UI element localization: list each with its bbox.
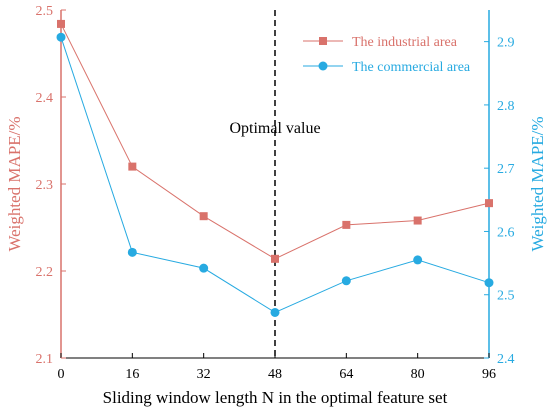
y-left-tick-label: 2.4 [36,91,54,106]
y-axis-right-ticks: 2.4 2.5 2.6 2.7 2.8 2.9 [484,36,515,367]
y-left-tick-label: 2.1 [36,352,54,367]
data-point-circle [127,247,137,257]
x-axis-ticks: 0 16 32 48 64 80 96 [58,353,496,382]
x-tick-label: 0 [58,367,65,382]
data-point-circle [199,263,209,273]
x-tick-label: 32 [197,367,211,382]
legend-label: The commercial area [352,60,471,75]
y-axis-right-label: Weighted MAPE/% [528,116,547,251]
x-tick-label: 64 [339,367,353,382]
data-point-square [271,254,279,263]
y-right-tick-label: 2.4 [497,352,515,367]
x-axis-label: Sliding window length N in the optimal f… [103,388,448,407]
y-right-tick-label: 2.8 [497,99,515,114]
x-tick-label: 48 [268,367,282,382]
data-point-circle [56,32,66,42]
data-point-square [128,162,137,171]
y-axis-left-ticks: 2.1 2.2 2.3 2.4 2.5 [36,4,66,367]
series-layer [56,19,494,317]
optimal-value-label: Optimal value [229,120,320,137]
data-point-circle [270,307,280,317]
data-point-circle [341,276,351,286]
x-tick-label: 96 [482,367,496,382]
y-right-tick-label: 2.7 [497,162,515,177]
y-right-tick-label: 2.9 [497,36,515,51]
data-point-square [57,19,65,28]
data-point-square [413,216,422,225]
legend: The industrial area The commercial area [303,35,471,75]
data-point-circle [484,278,494,288]
x-tick-label: 80 [411,367,425,382]
legend-label: The industrial area [352,35,458,50]
data-point-circle [413,255,423,265]
y-right-tick-label: 2.5 [497,289,515,304]
legend-marker-circle [318,61,328,71]
y-right-tick-label: 2.6 [497,225,515,240]
y-left-tick-label: 2.5 [36,4,54,19]
legend-marker-square [319,37,327,45]
y-left-tick-label: 2.2 [36,265,54,280]
y-axis-left-label: Weighted MAPE/% [5,116,24,251]
data-point-square [199,212,208,221]
y-left-tick-label: 2.3 [36,178,54,193]
data-point-square [342,220,351,229]
data-point-square [485,199,493,208]
x-tick-label: 16 [125,367,139,382]
